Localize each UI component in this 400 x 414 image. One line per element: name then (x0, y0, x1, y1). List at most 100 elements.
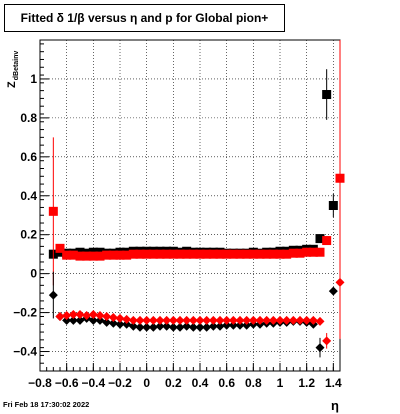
y-axis-label: ZdBetainv (6, 51, 20, 88)
diamond-marker (228, 320, 238, 330)
diamond-marker (235, 315, 245, 325)
diamond-marker (62, 315, 72, 325)
diamond-marker (102, 311, 112, 321)
diamond-marker (288, 315, 298, 325)
data-markers (48, 40, 345, 358)
diamond-marker (302, 315, 312, 325)
y-tick-label: 0.6 (20, 150, 37, 164)
diamond-marker (128, 315, 138, 325)
square-marker (255, 249, 265, 259)
diamond-marker (142, 322, 152, 332)
square-marker (202, 249, 212, 259)
square-marker (315, 234, 325, 244)
x-tick-label: 0.6 (218, 376, 235, 390)
diamond-marker (162, 321, 172, 331)
square-marker (175, 249, 185, 259)
diamond-marker (235, 320, 245, 330)
square-marker (215, 249, 225, 259)
diamond-marker (68, 310, 78, 320)
square-marker (142, 249, 152, 259)
x-tick-label: 0.4 (192, 376, 209, 390)
x-tick-label: 0 (143, 376, 150, 390)
square-marker (235, 249, 245, 259)
square-marker (335, 173, 345, 183)
square-marker (162, 249, 172, 259)
diamond-marker (242, 315, 252, 325)
square-marker (248, 249, 258, 259)
square-marker (282, 249, 292, 259)
square-marker (182, 249, 192, 259)
diamond-marker (148, 322, 158, 332)
diamond-marker (248, 315, 258, 325)
square-marker (55, 243, 65, 253)
diamond-marker (88, 310, 98, 320)
y-tick-label: −0.4 (13, 345, 37, 359)
square-marker (88, 251, 98, 261)
diamond-marker (228, 315, 238, 325)
diamond-marker (215, 315, 225, 325)
diamond-marker (262, 315, 272, 325)
diamond-marker (175, 322, 185, 332)
square-marker (275, 249, 285, 259)
x-tick-label: 0.8 (245, 376, 262, 390)
diamond-marker (48, 290, 58, 300)
square-marker (48, 206, 58, 216)
diamond-marker (222, 320, 232, 330)
diamond-marker (115, 319, 125, 329)
y-tick-label: 0.8 (20, 111, 37, 125)
y-tick-label: −0.2 (13, 306, 37, 320)
diamond-marker (215, 321, 225, 331)
x-tick-label: 1 (277, 376, 284, 390)
diamond-marker (75, 310, 85, 320)
diamond-marker (108, 312, 118, 322)
diamond-marker (328, 286, 338, 296)
square-marker (115, 250, 125, 260)
diamond-marker (122, 314, 132, 324)
diamond-marker (142, 315, 152, 325)
diamond-marker (268, 315, 278, 325)
diamond-marker (195, 315, 205, 325)
tick-labels: −0.8 −0.6 −0.4 −0.2 0 0.2 0.4 0.6 0.8 1 1.2 1.4−0.4… (13, 72, 342, 390)
square-marker (208, 249, 218, 259)
x-tick-label: 1.2 (298, 376, 315, 390)
y-axis-label-main: Z (6, 81, 18, 88)
square-marker (168, 249, 178, 259)
square-marker (188, 249, 198, 259)
square-marker (148, 249, 158, 259)
chart-title-box: Fitted δ 1/β versus η and p for Global p… (4, 4, 285, 32)
square-marker (155, 249, 165, 259)
square-marker (62, 250, 72, 260)
square-marker (268, 249, 278, 259)
diamond-marker (135, 322, 145, 332)
square-marker (242, 249, 252, 259)
square-marker (295, 248, 305, 258)
x-tick-label: −0.8 (28, 376, 52, 390)
axis-ticks (39, 43, 334, 372)
grid-lines (40, 40, 340, 371)
diamond-marker (315, 316, 325, 326)
diamond-marker (168, 322, 178, 332)
square-marker (302, 247, 312, 257)
diamond-marker (188, 315, 198, 325)
diamond-marker (95, 315, 105, 325)
diamond-marker (102, 317, 112, 327)
diamond-marker (122, 319, 132, 329)
diamond-marker (335, 277, 345, 287)
diamond-marker (68, 315, 78, 325)
diamond-marker (315, 343, 325, 353)
diamond-marker (208, 321, 218, 331)
square-marker (308, 247, 318, 257)
square-marker (262, 249, 272, 259)
diamond-marker (128, 321, 138, 331)
diamond-marker (55, 311, 65, 321)
x-tick-label: −0.4 (81, 376, 105, 390)
square-marker (228, 249, 238, 259)
diamond-marker (222, 315, 232, 325)
diamond-marker (168, 315, 178, 325)
square-marker (68, 250, 78, 260)
square-marker (328, 201, 338, 210)
diamond-marker (275, 315, 285, 325)
square-marker (102, 250, 112, 260)
diamond-marker (182, 321, 192, 331)
